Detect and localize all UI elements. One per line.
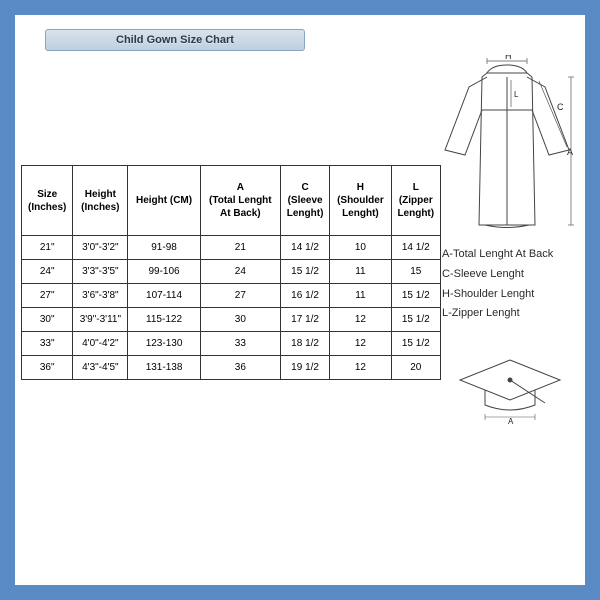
gown-label-l: L bbox=[514, 90, 519, 99]
col-l: L(ZipperLenght) bbox=[391, 166, 440, 236]
size-table-wrap: Size(Inches) Height(Inches) Height (CM) … bbox=[21, 165, 441, 380]
col-height-in: Height(Inches) bbox=[73, 166, 128, 236]
col-a: A(Total LenghtAt Back) bbox=[200, 166, 280, 236]
table-row: 24"3'3"-3'5"99-1062415 1/21115 bbox=[22, 260, 441, 284]
chart-title: Child Gown Size Chart bbox=[45, 29, 305, 51]
table-row: 30"3'9"-3'11"115-1223017 1/21215 1/2 bbox=[22, 308, 441, 332]
col-h: H(ShoulderLenght) bbox=[330, 166, 391, 236]
table-row: 36"4'3"-4'5"131-1383619 1/21220 bbox=[22, 356, 441, 380]
legend-item: H-Shoulder Lenght bbox=[442, 285, 577, 305]
size-chart-page: Child Gown Size Chart H C A L bbox=[15, 15, 585, 585]
table-header-row: Size(Inches) Height(Inches) Height (CM) … bbox=[22, 166, 441, 236]
cap-diagram-icon: A bbox=[455, 355, 565, 425]
gown-label-h: H bbox=[505, 55, 512, 61]
size-table: Size(Inches) Height(Inches) Height (CM) … bbox=[21, 165, 441, 380]
col-size: Size(Inches) bbox=[22, 166, 73, 236]
legend-item: A-Total Lenght At Back bbox=[442, 245, 577, 265]
legend: A-Total Lenght At Back C-Sleeve Lenght H… bbox=[442, 245, 577, 324]
table-row: 33"4'0"-4'2"123-1303318 1/21215 1/2 bbox=[22, 332, 441, 356]
size-table-body: 21"3'0"-3'2"91-982114 1/21014 1/2 24"3'3… bbox=[22, 236, 441, 380]
table-row: 27"3'6"-3'8"107-1142716 1/21115 1/2 bbox=[22, 284, 441, 308]
gown-diagram-icon: H C A L bbox=[437, 55, 577, 235]
gown-label-a: A bbox=[567, 147, 573, 157]
legend-item: L-Zipper Lenght bbox=[442, 304, 577, 324]
table-row: 21"3'0"-3'2"91-982114 1/21014 1/2 bbox=[22, 236, 441, 260]
col-height-cm: Height (CM) bbox=[128, 166, 200, 236]
col-c: C(SleeveLenght) bbox=[280, 166, 329, 236]
cap-label-a: A bbox=[508, 417, 514, 425]
gown-label-c: C bbox=[557, 102, 564, 112]
legend-item: C-Sleeve Lenght bbox=[442, 265, 577, 285]
